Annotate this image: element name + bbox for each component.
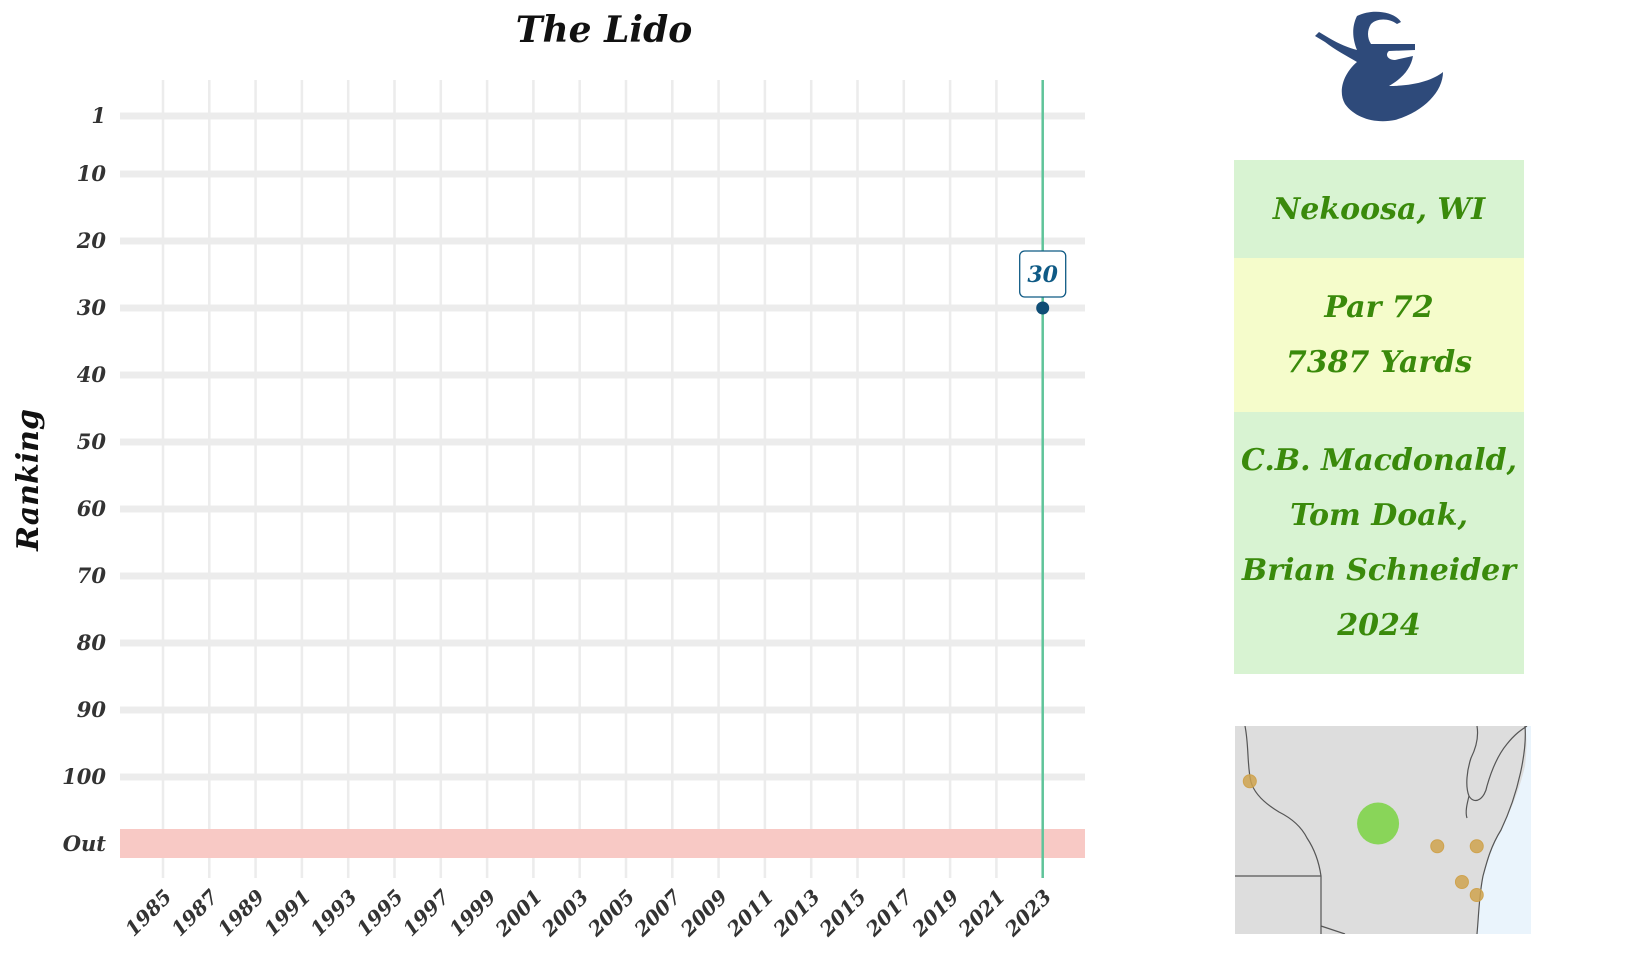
x-tick-label: 2003 <box>536 885 593 942</box>
course-marker <box>1469 888 1484 902</box>
y-tick-label: 40 <box>77 362 107 387</box>
state-border <box>1244 725 1322 934</box>
x-tick-label: 1987 <box>166 885 222 941</box>
x-tick-label: 1997 <box>398 885 454 941</box>
y-tick-label: 100 <box>62 764 106 789</box>
y-axis-label: Ranking <box>11 409 46 552</box>
architect-line: Tom Doak, <box>1290 498 1468 533</box>
x-tick-label: 2011 <box>721 885 778 942</box>
x-tick-label: 2017 <box>860 885 917 942</box>
location-text: Nekoosa, WI <box>1272 191 1486 227</box>
green-bay-shore <box>1465 795 1470 819</box>
yardage-text: 7387 Yards <box>1285 345 1473 380</box>
state-border <box>1320 925 1346 935</box>
x-tick-label: 2013 <box>768 885 825 942</box>
course-specs-box: Par 72 7387 Yards <box>1234 258 1524 412</box>
mermaid-icon <box>1305 10 1455 125</box>
location-map <box>1235 725 1531 935</box>
architect-line: C.B. Macdonald, <box>1240 443 1517 478</box>
y-tick-label: 60 <box>77 496 107 521</box>
x-tick-label: 2001 <box>490 885 547 942</box>
x-tick-label: 2015 <box>814 885 871 942</box>
course-marker <box>1469 839 1484 854</box>
data-label-box <box>1019 250 1067 298</box>
x-tick-label: 1999 <box>444 885 500 941</box>
architect-year: 2024 <box>1337 608 1421 643</box>
x-tick-label: 1995 <box>352 885 408 941</box>
architect-line: Brian Schneider <box>1241 553 1517 588</box>
y-tick-label: Out <box>63 831 107 856</box>
course-marker <box>1454 875 1469 889</box>
chart-title: The Lido <box>516 9 693 51</box>
course-info-panel: Nekoosa, WI Par 72 7387 Yards C.B. Macdo… <box>1234 160 1524 674</box>
lake-michigan <box>1477 726 1531 934</box>
x-tick-label: 2005 <box>582 885 639 942</box>
y-tick-label: 1 <box>91 103 106 128</box>
x-tick-label: 2009 <box>675 885 732 942</box>
x-tick-label: 1993 <box>305 885 361 941</box>
y-tick-label: 50 <box>77 429 107 454</box>
course-markers <box>1242 774 1484 902</box>
out-band <box>120 829 1085 858</box>
x-tick-label: 1985 <box>120 885 176 941</box>
y-tick-label: 20 <box>76 228 107 253</box>
y-tick-label: 70 <box>77 563 107 588</box>
x-tick-label: 2019 <box>907 885 964 942</box>
mermaid-silhouette <box>1315 11 1443 122</box>
location-box: Nekoosa, WI <box>1234 160 1524 258</box>
x-tick-label: 2021 <box>953 885 1010 942</box>
data-label: 30 <box>1027 262 1058 288</box>
x-tick-label: 2007 <box>629 885 686 942</box>
grid-layer <box>120 80 1085 878</box>
data-point <box>1036 301 1050 315</box>
course-marker <box>1242 774 1257 789</box>
data-points: 30 <box>1019 250 1067 315</box>
current-course-marker <box>1357 802 1400 845</box>
y-tick-label: 10 <box>77 161 107 186</box>
x-tick-labels: 1985198719891991199319951997199920012003… <box>120 885 1056 942</box>
y-tick-label: 80 <box>76 630 107 655</box>
x-tick-label: 2023 <box>999 885 1056 942</box>
x-tick-label: 1991 <box>259 885 315 941</box>
door-peninsula <box>1466 725 1528 801</box>
y-tick-label: 30 <box>77 295 107 320</box>
par-text: Par 72 <box>1324 290 1434 325</box>
y-tick-label: 90 <box>77 697 107 722</box>
course-marker <box>1430 839 1445 854</box>
architects-box: C.B. Macdonald, Tom Doak, Brian Schneide… <box>1234 412 1524 674</box>
y-tick-labels: 1 10 20 30 40 50 60 70 80 90 100 Out <box>62 103 106 856</box>
x-tick-label: 1989 <box>213 885 269 941</box>
